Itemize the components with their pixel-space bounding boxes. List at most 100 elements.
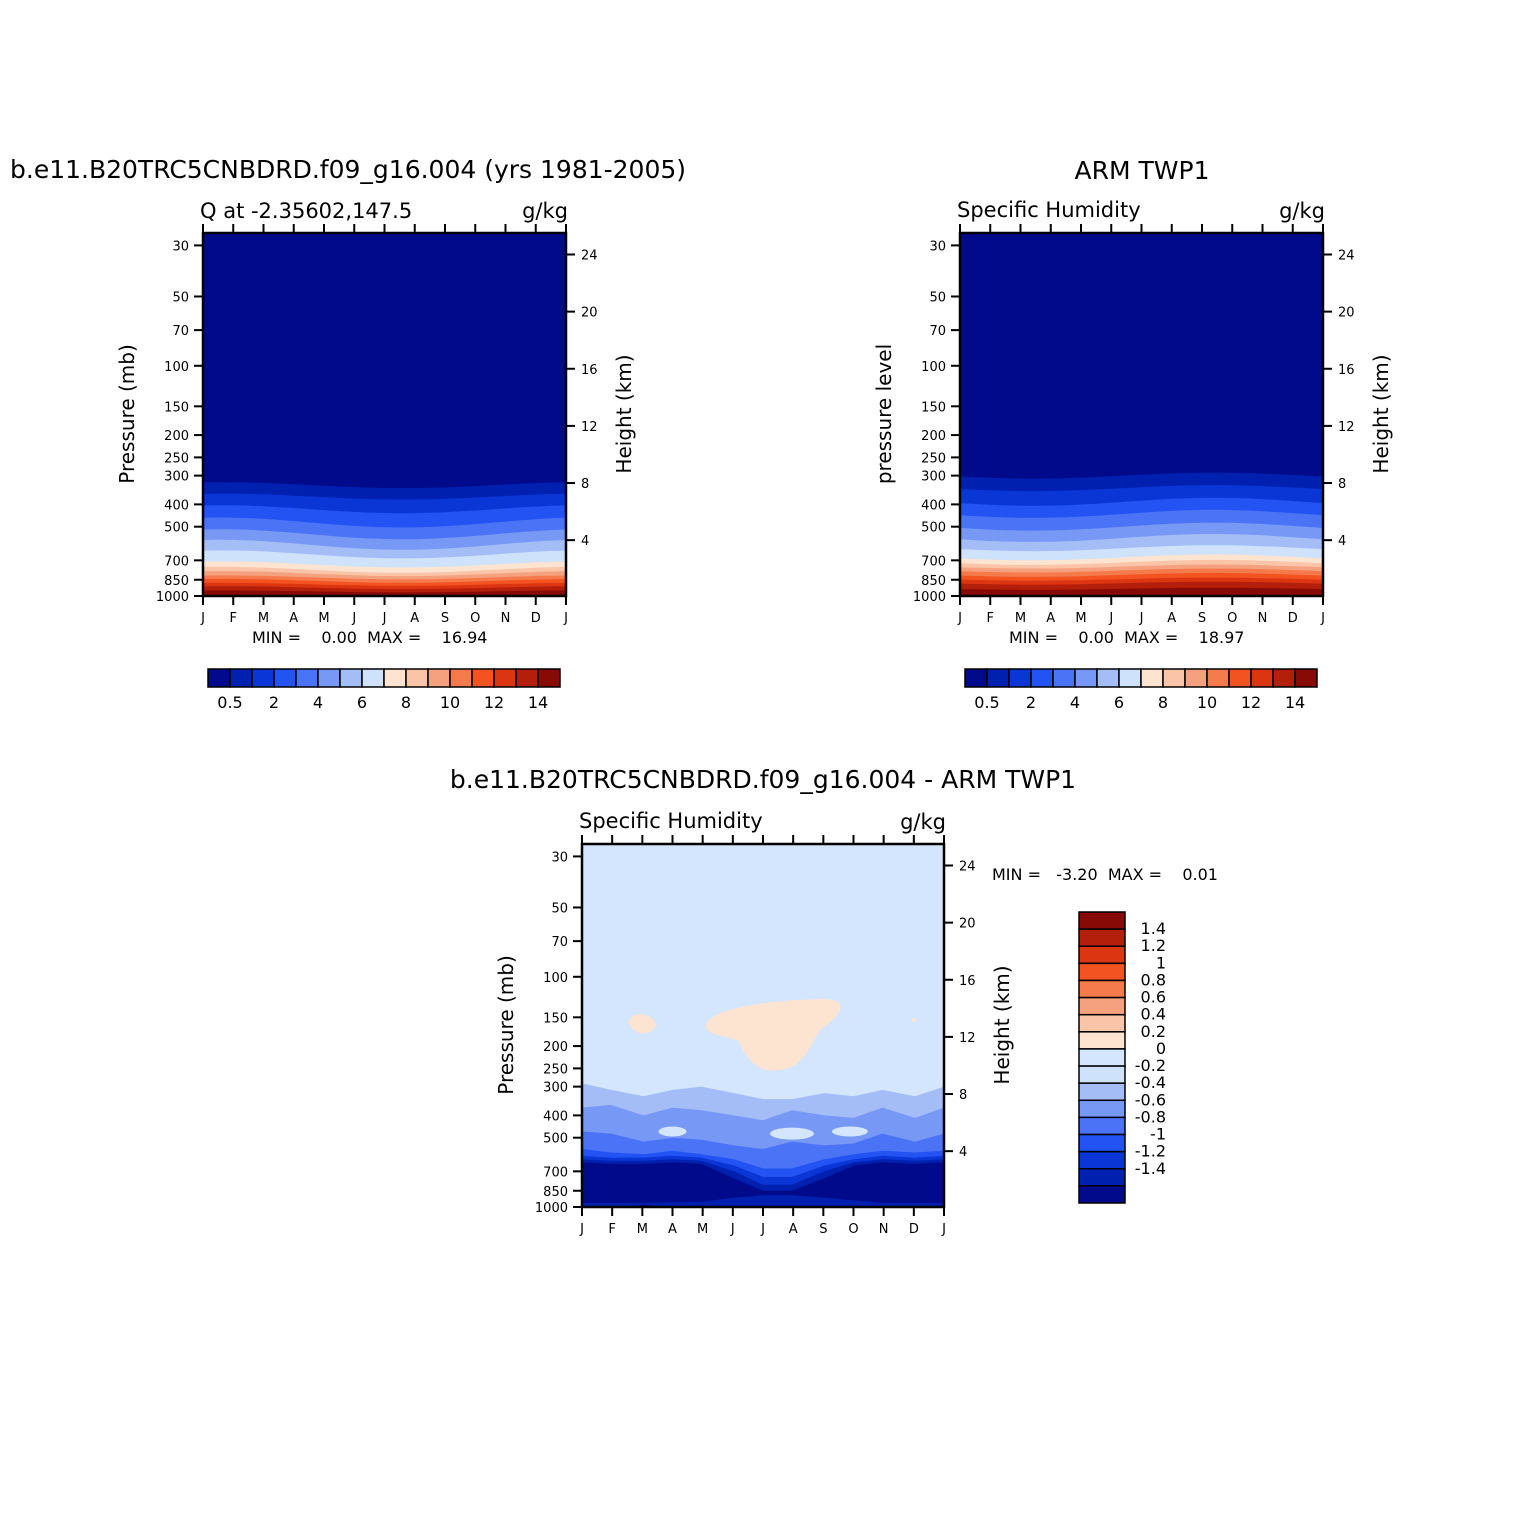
x-tick-label: O [848, 1222, 858, 1237]
colorbar-swatch [1206, 668, 1230, 688]
panel2-colorbar: 0.5 2 4 6 8 10 12 14 [964, 668, 1318, 712]
y-tick-label: 50 [551, 901, 568, 916]
colorbar-label: 8 [401, 693, 411, 712]
x-tick-label: O [1227, 611, 1237, 626]
colorbar-swatch [1096, 668, 1120, 688]
colorbar-swatch [1008, 668, 1032, 688]
y-tick-label: 100 [164, 360, 189, 375]
colorbar-label: -0.4 [1135, 1073, 1166, 1092]
x-tick-label: J [1320, 611, 1325, 626]
y-tick-right-label: 4 [581, 534, 589, 549]
x-tick-label: S [441, 611, 449, 626]
y-tick-right-label: 12 [581, 420, 598, 435]
y-tick-label: 400 [543, 1109, 568, 1124]
colorbar-swatch [1030, 668, 1054, 688]
colorbar-swatch [1078, 1013, 1126, 1033]
panel1-plot-area [203, 233, 566, 596]
colorbar-swatch [273, 668, 297, 688]
colorbar-label: 8 [1158, 693, 1168, 712]
colorbar-swatch [1078, 1048, 1126, 1067]
y-tick-right-label: 24 [581, 248, 598, 263]
y-tick-label: 1000 [535, 1201, 568, 1216]
panel1-colorbar: 0.5 2 4 6 8 10 12 14 [207, 668, 561, 712]
x-tick-label: A [1046, 611, 1055, 626]
x-tick-label: J [382, 611, 387, 626]
y-tick-label: 700 [164, 554, 189, 569]
panel3-subtitle-left: Specific Humidity [579, 809, 763, 833]
y-tick-label: 300 [543, 1081, 568, 1096]
colorbar-label: 0.6 [1141, 988, 1166, 1007]
panel2-plot-area [960, 233, 1323, 596]
x-tick-label: A [789, 1222, 798, 1237]
colorbar-swatch [964, 668, 988, 688]
colorbar-swatch [1078, 945, 1126, 965]
y-tick-right-label: 12 [959, 1031, 976, 1046]
y-tick-right-label: 24 [959, 859, 976, 874]
y-tick-right-label: 16 [1338, 363, 1355, 378]
panel-model: b.e11.B20TRC5CNBDRD.f09_g16.004 (yrs 198… [10, 155, 686, 712]
colorbar-swatch [427, 668, 451, 688]
y-tick-label: 300 [921, 470, 946, 485]
y-tick-label: 500 [543, 1132, 568, 1147]
x-tick-label: S [819, 1222, 827, 1237]
colorbar-swatch [317, 668, 341, 688]
panel3-colorbar: 1.41.210.80.60.40.20-0.2-0.4-0.6-0.8-1-1… [1078, 911, 1166, 1204]
panel2-ylabel-right: Height (km) [1369, 354, 1393, 473]
panel-obs: ARM TWP1 Specific Humidity g/kg J F M A M J J A… [872, 156, 1393, 712]
y-tick-right-label: 16 [581, 363, 598, 378]
colorbar-label: -0.6 [1135, 1090, 1166, 1109]
y-tick-right-label: 4 [959, 1145, 967, 1160]
colorbar-swatch [1118, 668, 1142, 688]
colorbar-label: 1 [1156, 953, 1166, 972]
contour-band [831, 1126, 868, 1137]
contour-band [912, 1018, 916, 1022]
colorbar-swatch [1078, 979, 1126, 999]
panel3-title: b.e11.B20TRC5CNBDRD.f09_g16.004 - ARM TW… [450, 765, 1076, 794]
x-tick-label: F [230, 611, 237, 626]
colorbar-label: 4 [1070, 693, 1080, 712]
contour-band [658, 1126, 687, 1137]
colorbar-label: -1.4 [1135, 1159, 1166, 1178]
y-tick-label: 1000 [913, 590, 946, 605]
panel2-subtitle-left: Specific Humidity [957, 198, 1141, 222]
panel3-plot-area [582, 844, 944, 1207]
x-tick-label: A [410, 611, 419, 626]
y-tick-label: 50 [172, 290, 189, 305]
y-tick-label: 150 [921, 400, 946, 415]
colorbar-label: -0.8 [1135, 1107, 1166, 1126]
y-tick-label: 150 [543, 1011, 568, 1026]
panel3-subtitle-right: g/kg [900, 810, 946, 834]
colorbar-label: 2 [269, 693, 279, 712]
colorbar-swatch [295, 668, 319, 688]
colorbar-label: 10 [1197, 693, 1217, 712]
contour-band [705, 999, 841, 1071]
colorbar-swatch [1078, 1133, 1126, 1153]
colorbar-label: 12 [1241, 693, 1261, 712]
colorbar-swatch [1228, 668, 1252, 688]
x-tick-label: J [957, 611, 962, 626]
colorbar-swatch [207, 668, 231, 688]
panel1-axes: J F M A M J J A S O N D J 30 50 70 100 150 200 250 300 400 500… [156, 224, 598, 626]
y-tick-label: 500 [164, 521, 189, 536]
x-tick-label: M [637, 1222, 648, 1237]
x-tick-label: M [697, 1222, 708, 1237]
colorbar-label: 6 [1114, 693, 1124, 712]
colorbar-swatch [449, 668, 473, 688]
colorbar-swatch [251, 668, 275, 688]
y-tick-label: 100 [921, 360, 946, 375]
colorbar-swatch [1078, 1065, 1126, 1084]
x-tick-label: J [563, 611, 568, 626]
colorbar-label: 1.2 [1141, 936, 1166, 955]
colorbar-swatch [1078, 1099, 1126, 1119]
colorbar-label: 0.4 [1141, 1005, 1166, 1024]
colorbar-swatch [986, 668, 1010, 688]
colorbar-swatch [1272, 668, 1296, 688]
contour-band [769, 1127, 814, 1140]
colorbar-swatch [361, 668, 385, 688]
x-tick-label: J [579, 1222, 584, 1237]
x-tick-label: D [531, 611, 541, 626]
y-tick-label: 200 [921, 429, 946, 444]
y-tick-label: 700 [921, 554, 946, 569]
y-tick-label: 70 [172, 324, 189, 339]
y-tick-label: 70 [551, 935, 568, 950]
